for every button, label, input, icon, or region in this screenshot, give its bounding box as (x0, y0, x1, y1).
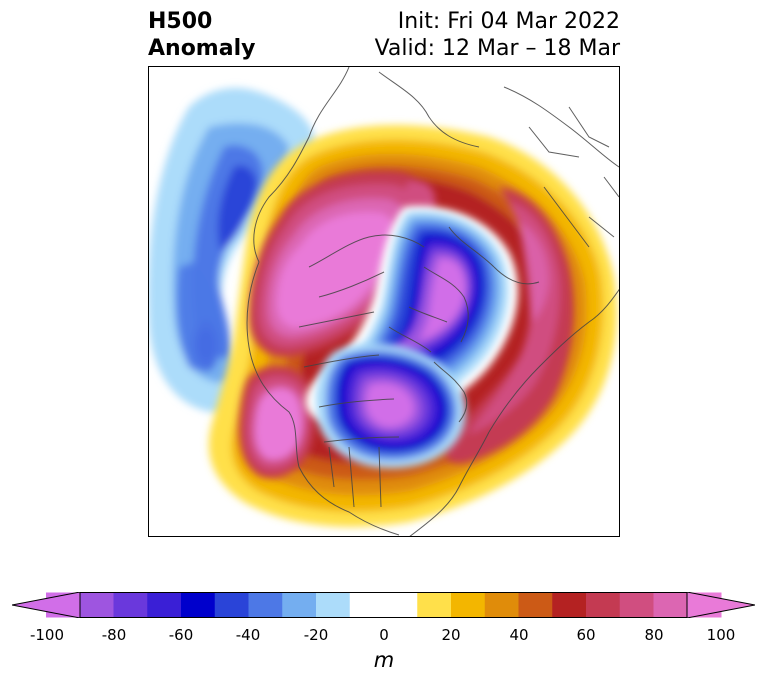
anomaly-map-canvas (149, 67, 619, 536)
colorbar-segment (518, 592, 553, 618)
colorbar-segment (79, 592, 114, 618)
coastlines-and-borders (246, 67, 619, 536)
tick-label: 100 (706, 626, 736, 644)
colorbar-segment (586, 592, 621, 618)
colorbar (12, 592, 755, 618)
valid-period: Valid: 12 Mar – 18 Mar (374, 36, 620, 61)
anomaly-map (148, 66, 620, 537)
tick-label: -80 (101, 626, 127, 644)
colorbar-segment (316, 592, 351, 618)
tick-label: -100 (29, 626, 65, 644)
tick-label: 20 (441, 626, 461, 644)
date-info: Init: Fri 04 Mar 2022 Valid: 12 Mar – 18… (375, 8, 620, 62)
colorbar-unit: m (373, 648, 395, 672)
colorbar-segment (417, 592, 452, 618)
colorbar-segment (248, 592, 283, 618)
colorbar-segment (653, 592, 688, 618)
colorbar-segment (619, 592, 654, 618)
colorbar-segment (451, 592, 486, 618)
colorbar-outline (79, 592, 688, 618)
colorbar-segment (282, 592, 317, 618)
tick-label: 0 (379, 626, 389, 644)
colorbar-segment (214, 592, 249, 618)
colorbar-segments (46, 592, 722, 618)
colorbar-segment (181, 592, 216, 618)
tick-label: -40 (235, 626, 261, 644)
tick-label: 60 (576, 626, 596, 644)
colorbar-segment (349, 592, 418, 618)
negative-anomaly-eastern-canada-us (316, 343, 467, 469)
positive-anomaly-north-atlantic-europe (445, 187, 574, 464)
tick-label: -20 (303, 626, 329, 644)
colorbar-segment (113, 592, 148, 618)
colorbar-ticks: -100 -80 -60 -40 -20 0 20 40 60 80 100 (0, 626, 768, 646)
map-title: H500 Anomaly (148, 8, 255, 62)
tick-label: 40 (509, 626, 529, 644)
tick-label: 80 (644, 626, 664, 644)
title-line-2: Anomaly (148, 36, 256, 61)
negative-anomaly-north-pacific (149, 88, 315, 413)
colorbar-segment (147, 592, 182, 618)
colorbar-segment (484, 592, 519, 618)
tick-label: -60 (168, 626, 194, 644)
colorbar-segment (552, 592, 587, 618)
init-date: Init: Fri 04 Mar 2022 (397, 9, 620, 34)
title-line-1: H500 (148, 9, 213, 34)
